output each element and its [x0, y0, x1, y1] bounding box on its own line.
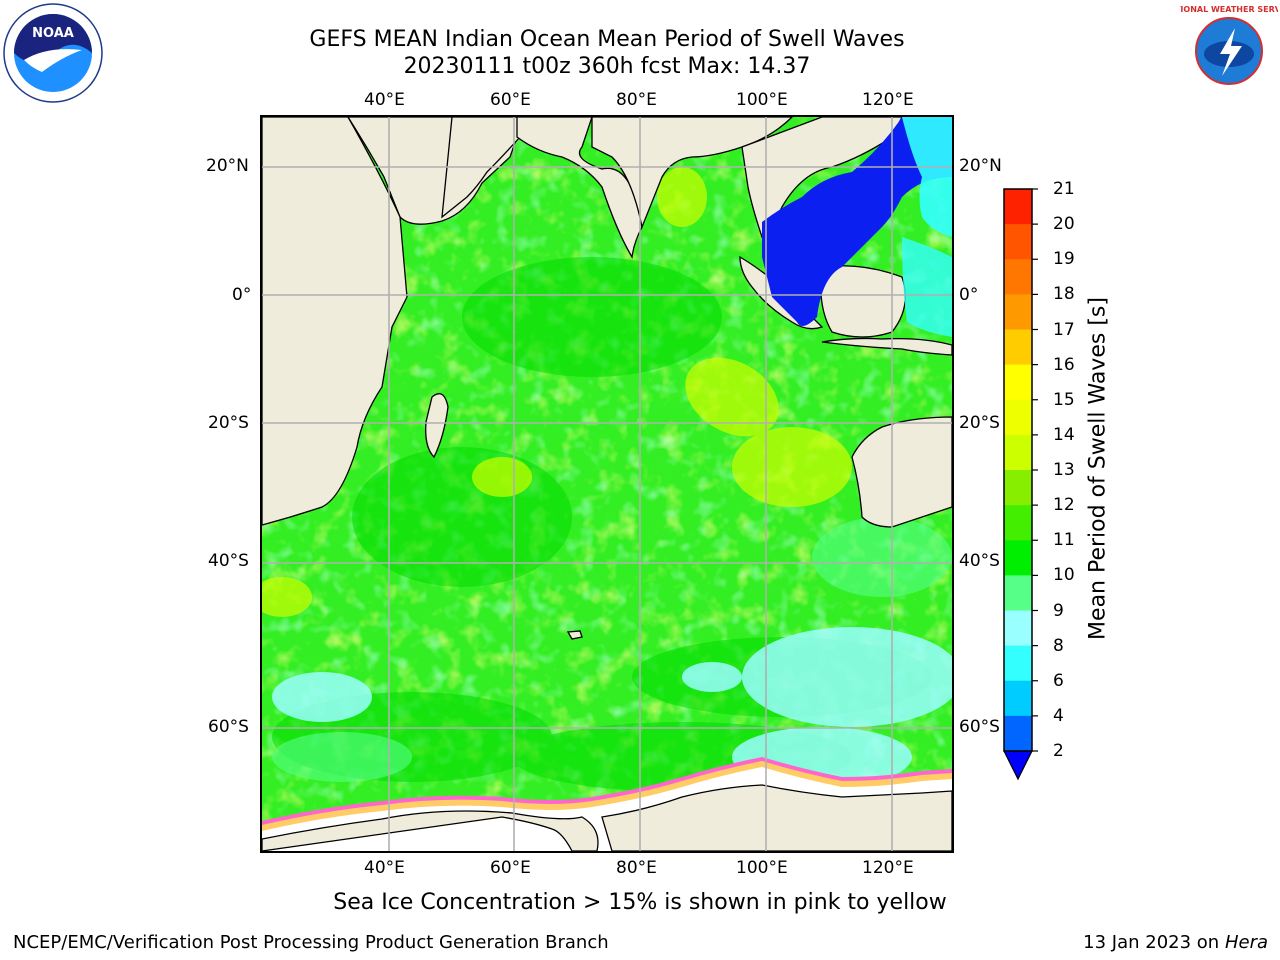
colorbar-segment	[1004, 505, 1032, 541]
land-australia	[851, 416, 952, 528]
colorbar-tick-label: 11	[1053, 530, 1075, 551]
colorbar-segment	[1004, 540, 1032, 576]
colorbar	[1000, 187, 1040, 787]
colorbar-tick-label: 19	[1053, 249, 1075, 270]
colorbar-tick-label: 6	[1053, 670, 1064, 691]
lat-label-left-20n: 20°N	[206, 156, 249, 176]
colorbar-tick-label: 12	[1053, 495, 1075, 516]
colorbar-segment	[1004, 259, 1032, 295]
colorbar-tick-label: 15	[1053, 389, 1075, 410]
yellow-swell-patches	[262, 167, 852, 617]
blue-swell-region	[762, 117, 952, 326]
lat-label-left-20s: 20°S	[208, 413, 249, 433]
colorbar-segment	[1004, 294, 1032, 330]
colorbar-segment	[1004, 610, 1032, 647]
lat-label-right-0: 0°	[959, 285, 979, 305]
chart-title: GEFS MEAN Indian Ocean Mean Period of Sw…	[309, 27, 905, 52]
lon-label-top-60e: 60°E	[490, 90, 531, 110]
colorbar-title: Mean Period of Swell Waves [s]	[1085, 297, 1111, 640]
footer-machine: Hera	[1224, 932, 1268, 953]
lon-label-bottom-40e: 40°E	[364, 858, 405, 878]
svg-text:NOAA: NOAA	[32, 26, 74, 41]
colorbar-segment	[1004, 575, 1032, 611]
lat-label-right-20s: 20°S	[959, 413, 1000, 433]
footer-date-text: 13 Jan 2023 on	[1083, 932, 1225, 953]
lon-label-top-40e: 40°E	[364, 90, 405, 110]
colorbar-segment	[1004, 399, 1032, 436]
svg-text:NATIONAL WEATHER SERVICE: NATIONAL WEATHER SERVICE	[1180, 5, 1278, 14]
footer-date: 13 Jan 2023 on Hera	[1083, 932, 1268, 953]
land-madagascar	[425, 393, 449, 459]
lat-label-right-20n: 20°N	[959, 156, 1002, 176]
lon-label-top-80e: 80°E	[616, 90, 657, 110]
map-caption: Sea Ice Concentration > 15% is shown in …	[333, 890, 947, 915]
footer-credit: NCEP/EMC/Verification Post Processing Pr…	[13, 932, 609, 953]
colorbar-segment	[1004, 364, 1032, 401]
colorbar-segment	[1004, 434, 1032, 471]
colorbar-segment	[1004, 680, 1032, 717]
colorbar-tick-label: 21	[1053, 179, 1075, 199]
map-frame	[260, 115, 954, 853]
mid-green-patches	[272, 517, 952, 782]
lon-label-bottom-60e: 60°E	[490, 858, 531, 878]
lon-label-top-120e: 120°E	[862, 90, 914, 110]
lat-label-right-60s: 60°S	[959, 717, 1000, 737]
land-java	[821, 337, 952, 356]
colorbar-segment	[1004, 189, 1032, 225]
colorbar-tick-label: 16	[1053, 354, 1075, 375]
land-kerguelen	[566, 630, 583, 640]
colorbar-graphic	[1003, 188, 1038, 781]
colorbar-segment	[1004, 224, 1032, 260]
colorbar-under-arrow	[1003, 750, 1033, 781]
colorbar-tick-label: 8	[1053, 635, 1064, 656]
cyan-swell-region-east	[902, 117, 952, 237]
lat-label-left-0: 0°	[232, 285, 252, 305]
cyan-swell-region-indonesia	[902, 237, 952, 337]
map-canvas	[262, 117, 952, 851]
cyan-swell-patches	[272, 627, 952, 787]
lat-label-right-40s: 40°S	[959, 551, 1000, 571]
colorbar-tick-label: 18	[1053, 284, 1075, 305]
colorbar-tick-label: 14	[1053, 424, 1075, 445]
nws-logo: NATIONAL WEATHER SERVICE	[1163, 2, 1280, 100]
colorbar-segment	[1004, 470, 1032, 506]
colorbar-tick-label: 10	[1053, 565, 1075, 586]
lat-label-left-60s: 60°S	[208, 717, 249, 737]
land-indochina	[741, 117, 903, 239]
colorbar-segment	[1004, 645, 1032, 682]
colorbar-tick-label: 13	[1053, 460, 1075, 480]
lon-label-top-100e: 100°E	[736, 90, 788, 110]
gridlines	[262, 117, 952, 851]
lon-label-bottom-100e: 100°E	[736, 858, 788, 878]
colorbar-tick-label: 20	[1053, 214, 1075, 235]
lon-label-bottom-80e: 80°E	[616, 858, 657, 878]
noaa-logo: NOAA	[2, 2, 104, 104]
land-antarctica-west	[262, 810, 599, 851]
land-india	[516, 117, 643, 259]
colorbar-tick-label: 17	[1053, 319, 1075, 340]
colorbar-tick-label: 2	[1053, 741, 1064, 761]
colorbar-segment	[1004, 329, 1032, 366]
lon-label-bottom-120e: 120°E	[862, 858, 914, 878]
colorbar-segment	[1004, 715, 1032, 752]
chart-subtitle: 20230111 t00z 360h fcst Max: 14.37	[403, 54, 811, 79]
lat-label-left-40s: 40°S	[208, 551, 249, 571]
colorbar-tick-label: 4	[1053, 705, 1064, 726]
colorbar-tick-label: 9	[1053, 600, 1064, 621]
